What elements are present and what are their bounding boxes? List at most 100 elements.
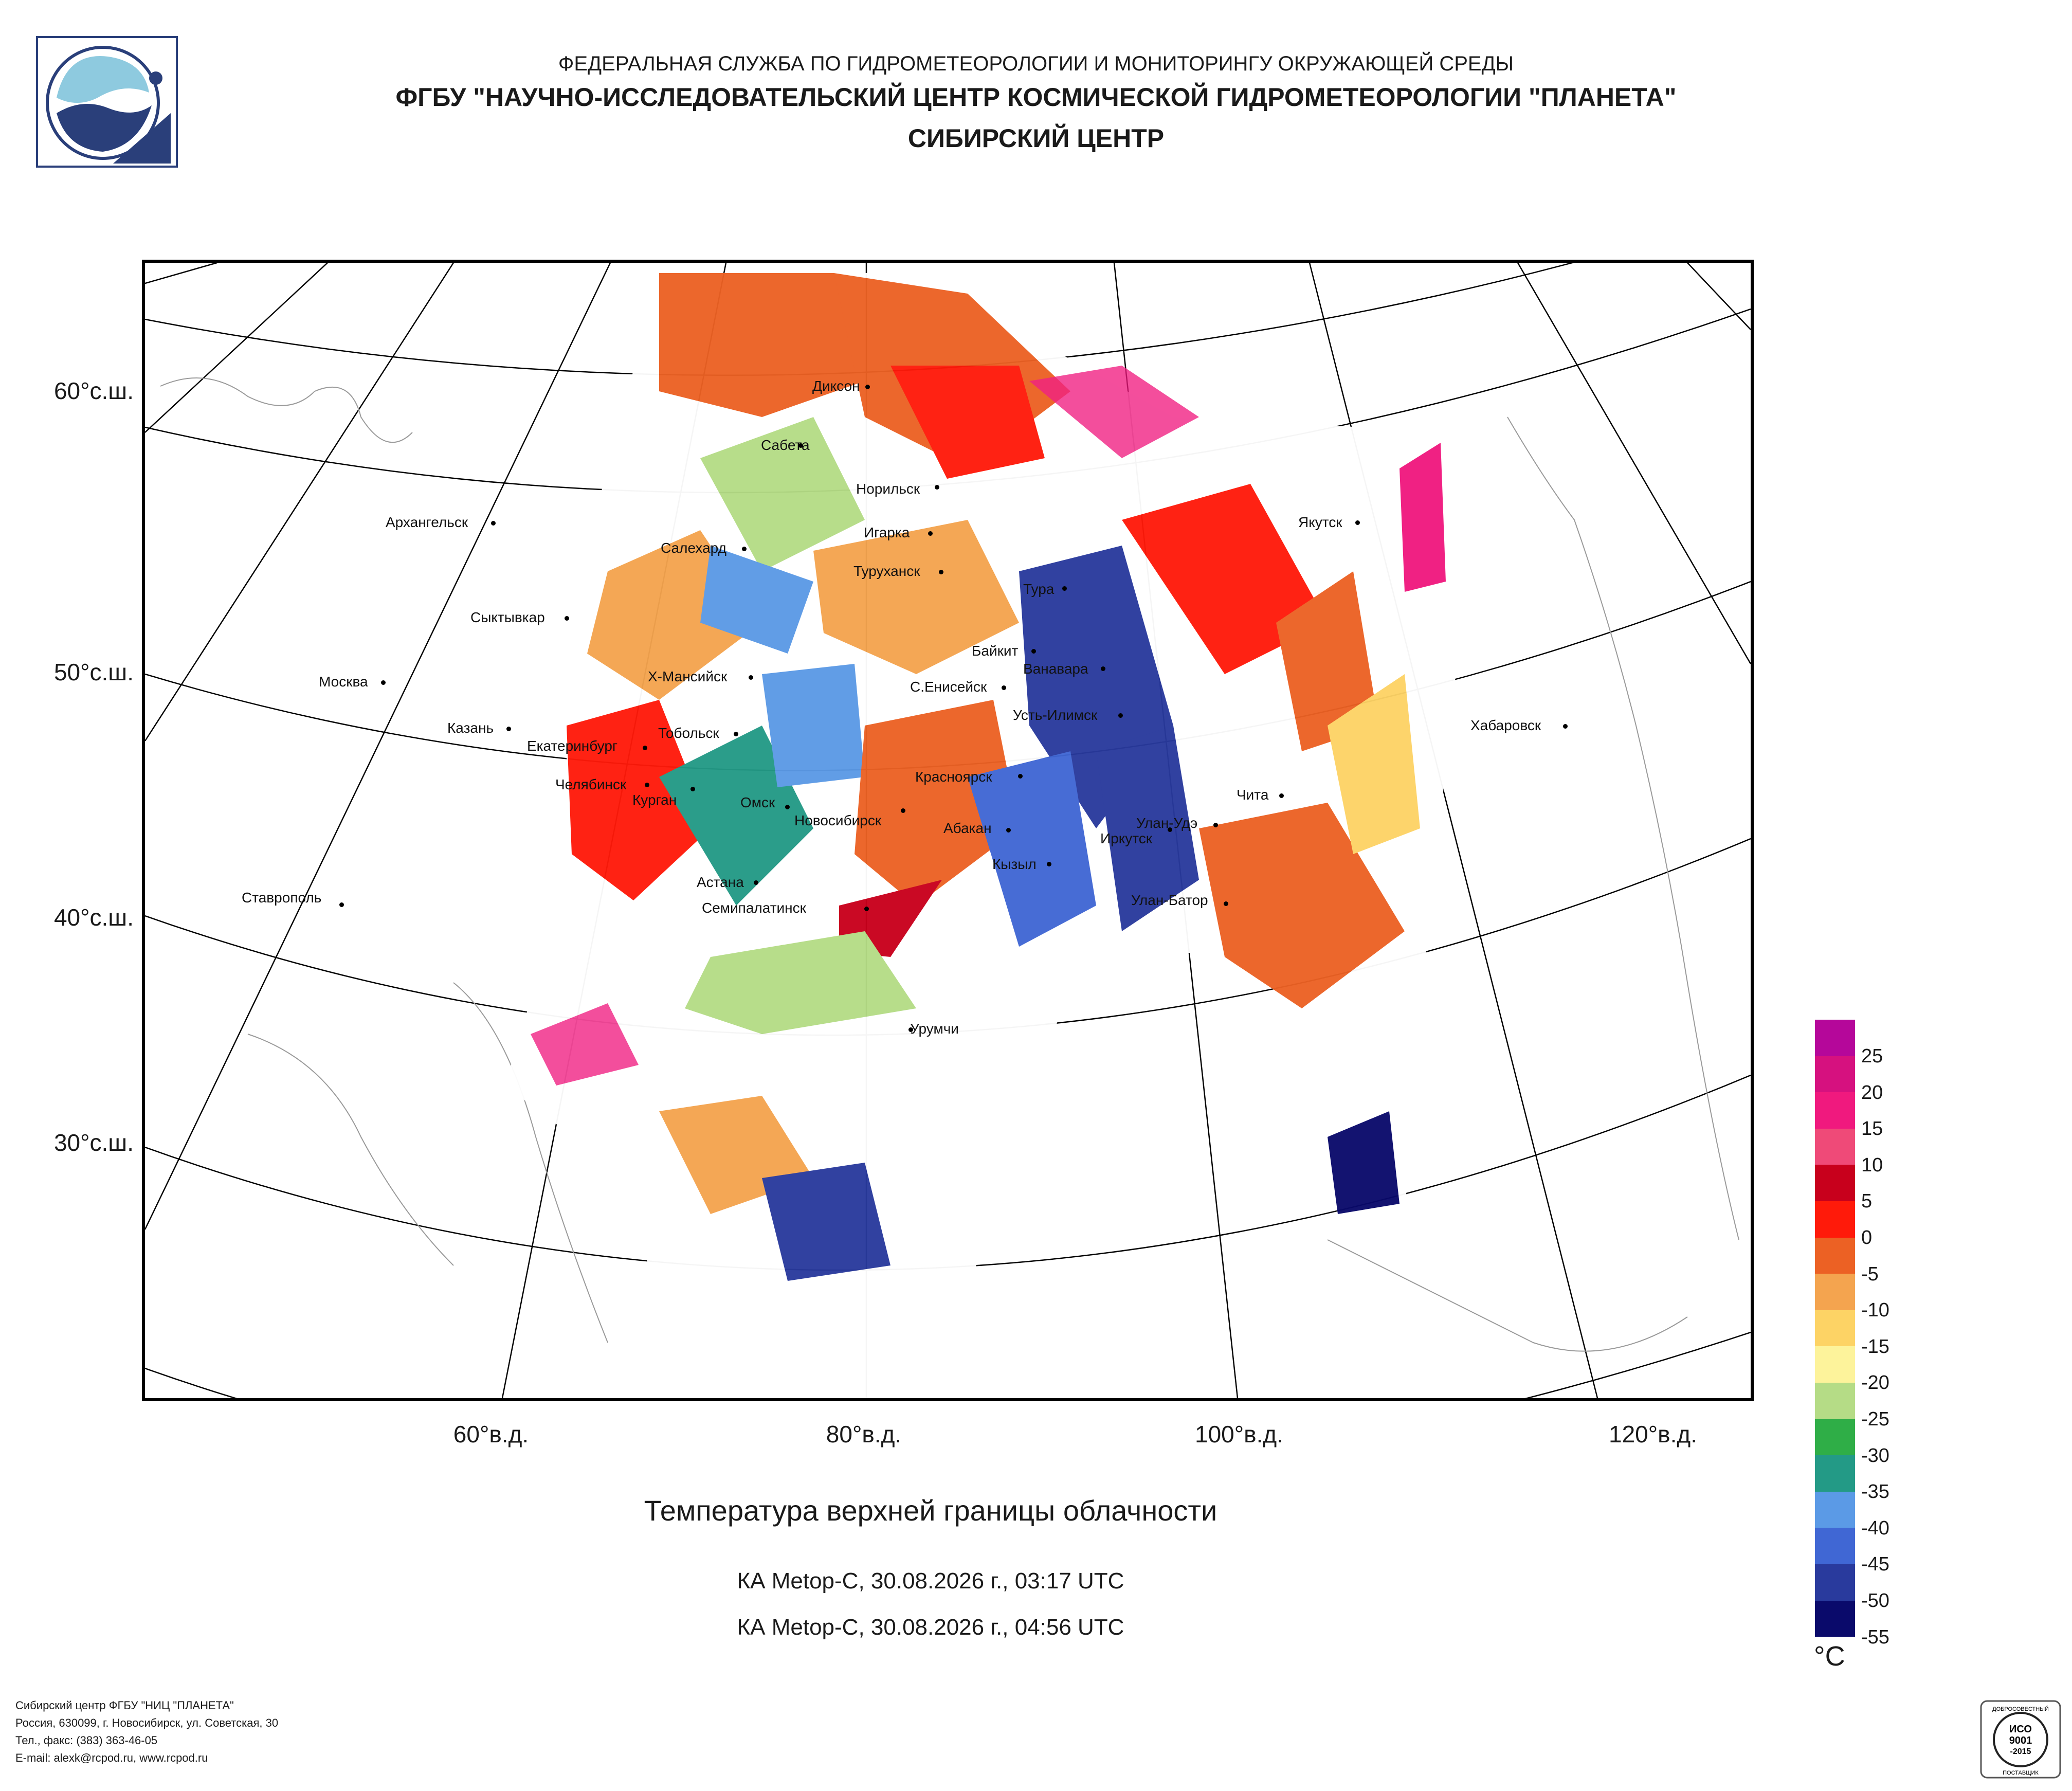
footer-org: Сибирский центр ФГБУ "НИЦ "ПЛАНЕТА" (15, 1699, 234, 1712)
legend-label: -5 (1861, 1263, 1879, 1285)
city-marker (935, 485, 939, 490)
city-marker (645, 783, 649, 787)
legend-label: -50 (1861, 1590, 1889, 1612)
planeta-logo (36, 36, 178, 168)
city-label: С.Енисейск (910, 679, 987, 695)
city-marker (928, 531, 933, 536)
satellite-map (142, 260, 1754, 1401)
map-title: Температура верхней границы облачности (644, 1494, 1217, 1527)
city-label: Тура (1023, 581, 1055, 597)
city-marker (1279, 793, 1284, 798)
cloud-swath (505, 273, 1461, 1398)
legend-swatch (1815, 1528, 1855, 1564)
legend-swatch (1815, 1600, 1855, 1637)
city-marker (798, 443, 803, 448)
city-marker (864, 907, 869, 911)
legend-label: -35 (1861, 1481, 1889, 1503)
legend-label: 5 (1861, 1190, 1873, 1213)
cloud-top-map-canvas (145, 263, 1751, 1398)
city-marker (643, 746, 647, 750)
city-label: Абакан (943, 820, 992, 836)
legend-swatch (1815, 1237, 1855, 1274)
satellite-pass-2: КА Metop-C, 30.08.2026 г., 04:56 UTC (737, 1615, 1124, 1640)
footer-email: E-mail: alexk@rcpod.ru, www.rcpod.ru (15, 1751, 208, 1764)
city-label: Х-Мансийск (648, 668, 728, 684)
city-marker (1213, 823, 1218, 827)
footer-phone: Тел., факс: (383) 363-46-05 (15, 1734, 158, 1747)
city-label: Якутск (1298, 514, 1342, 530)
city-label: Омск (740, 794, 775, 810)
legend-label: -25 (1861, 1408, 1889, 1430)
city-label: Иркутск (1100, 830, 1153, 846)
city-label: Байкит (972, 643, 1019, 659)
city-marker (1062, 586, 1067, 591)
footer-address: Россия, 630099, г. Новосибирск, ул. Сове… (15, 1716, 279, 1729)
city-marker (565, 616, 569, 621)
legend-swatch (1815, 1491, 1855, 1528)
city-marker (1563, 724, 1568, 729)
city-marker (742, 547, 747, 551)
city-marker (939, 570, 943, 574)
city-marker (1031, 649, 1036, 654)
lon-label-100: 100°в.д. (1195, 1421, 1283, 1448)
cert-9001: 9001 (2009, 1735, 2032, 1746)
city-label: Сыктывкар (470, 609, 545, 625)
city-label: Улан-Батор (1131, 892, 1208, 908)
city-label: Салехард (661, 540, 726, 556)
city-marker (785, 805, 790, 809)
city-label: Астана (697, 874, 744, 890)
city-marker (749, 675, 753, 680)
legend-label: 25 (1861, 1045, 1883, 1067)
footer-contacts: Сибирский центр ФГБУ "НИЦ "ПЛАНЕТА" Росс… (15, 1697, 278, 1767)
iso-certificate-badge: ДОБРОСОВЕСТНЫЙ ИСО 9001 -2015 ПОСТАВЩИК (1979, 1699, 2062, 1779)
city-marker (491, 521, 496, 526)
lat-label-50: 50°с.ш. (53, 659, 134, 685)
satellite-pass-1: КА Metop-C, 30.08.2026 г., 03:17 UTC (737, 1568, 1124, 1594)
city-marker (690, 787, 695, 791)
city-label: Курган (632, 792, 677, 808)
cert-2015: -2015 (2010, 1747, 2031, 1756)
legend-swatch (1815, 1419, 1855, 1456)
lon-label-60: 60°в.д. (453, 1421, 529, 1448)
city-marker (734, 732, 738, 736)
city-marker (901, 808, 905, 813)
lon-label-80: 80°в.д. (826, 1421, 902, 1448)
city-label: Красноярск (915, 769, 992, 785)
city-marker (1101, 666, 1105, 671)
city-marker (865, 385, 870, 389)
city-label: Усть-Илимск (1013, 707, 1098, 723)
city-label: Семипалатинск (702, 900, 806, 916)
legend-label: -45 (1861, 1553, 1889, 1576)
city-label: Екатеринбург (527, 738, 618, 754)
city-label: Новосибирск (794, 812, 882, 828)
city-label: Игарка (864, 524, 910, 540)
city-label: Казань (447, 720, 494, 736)
legend-swatch (1815, 1455, 1855, 1492)
legend-swatch (1815, 1128, 1855, 1165)
legend-label: -30 (1861, 1444, 1889, 1467)
city-label: Ставрополь (242, 890, 322, 906)
city-label: Норильск (856, 481, 920, 497)
city-label: Архангельск (386, 514, 468, 530)
lat-label-40: 40°с.ш. (53, 904, 134, 931)
city-marker (1168, 827, 1172, 832)
legend-swatch (1815, 1310, 1855, 1347)
cert-bottom: ПОСТАВЩИК (2003, 1770, 2039, 1776)
legend-unit: °C (1814, 1641, 1845, 1672)
city-label: Улан-Удэ (1136, 815, 1198, 831)
city-label: Диксон (812, 378, 860, 394)
city-label: Ванавара (1023, 661, 1088, 677)
legend-label: 10 (1861, 1154, 1883, 1176)
legend-swatch (1815, 1383, 1855, 1419)
legend-swatch (1815, 1564, 1855, 1601)
city-label: Тобольск (658, 725, 719, 741)
city-marker (339, 902, 344, 907)
legend-swatch (1815, 1201, 1855, 1238)
legend-label: 20 (1861, 1081, 1883, 1103)
city-marker (1018, 774, 1023, 779)
header-institute: ФГБУ "НАУЧНО-ИССЛЕДОВАТЕЛЬСКИЙ ЦЕНТР КОС… (395, 83, 1677, 112)
city-marker (1224, 901, 1228, 906)
city-marker (908, 1027, 913, 1032)
lat-label-30: 30°с.ш. (53, 1129, 134, 1156)
city-label: Хабаровск (1470, 717, 1541, 733)
